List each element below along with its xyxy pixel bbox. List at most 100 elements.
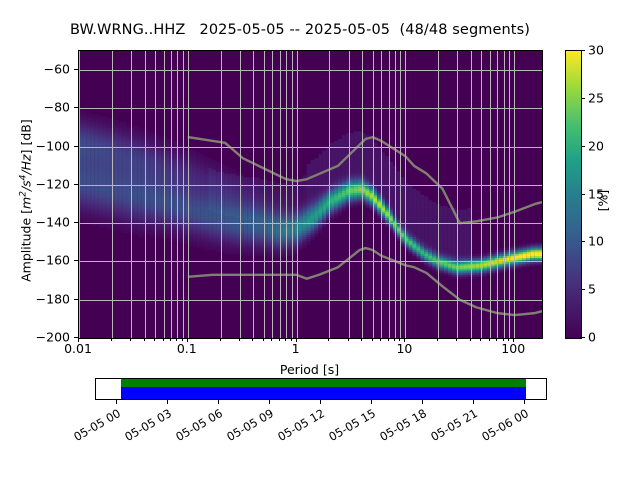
ppsd-cell [263,211,268,214]
ppsd-cell [345,161,350,165]
ppsd-cell [432,261,437,264]
ppsd-cell [149,175,154,178]
ppsd-cell [349,140,354,144]
ppsd-cell [286,217,291,220]
ppsd-cell [330,184,335,188]
ppsd-cell [79,119,83,123]
gridline-horizontal [79,146,542,148]
ppsd-cell [334,181,338,184]
ppsd-cell [365,135,370,138]
ppsd-cell [196,230,201,234]
ppsd-cell [82,160,87,163]
ppsd-cell [130,215,134,218]
ppsd-cell [157,156,162,159]
ppsd-cell [298,184,303,188]
ppsd-cell [467,227,472,230]
ppsd-cell [365,183,370,186]
ppsd-cell [420,246,425,249]
ppsd-cell [118,131,123,134]
ppsd-cell [133,150,138,153]
ppsd-cell [275,186,280,190]
ppsd-cell [318,227,323,230]
ppsd-cell [94,215,99,218]
ppsd-cell [400,244,405,247]
ppsd-cell [459,232,464,236]
ppsd-cell [122,221,127,224]
ppsd-cell [255,192,260,195]
ppsd-cell [353,131,358,134]
ppsd-cell [94,125,99,128]
ppsd-cell [255,248,260,251]
ppsd-cell [145,160,150,163]
ppsd-cell [286,192,291,195]
ppsd-cell [184,190,189,193]
colorbar[interactable] [565,50,582,339]
ppsd-cell [447,246,452,249]
ppsd-cell [90,121,95,125]
ppsd-cell [310,227,315,230]
ppsd-cell [326,181,331,184]
ppsd-cell [349,142,354,146]
ppsd-cell [157,188,162,192]
ppsd-cell [94,190,99,193]
ppsd-cell [314,177,319,180]
ppsd-cell [188,188,193,192]
ppsd-cell [173,154,178,157]
ppsd-cell [118,181,123,184]
ppsd-cell [204,167,209,170]
ppsd-cell [157,190,162,193]
ppsd-cell [149,194,154,197]
ppsd-plot-area[interactable] [78,50,543,339]
ppsd-cell [94,152,99,155]
ppsd-cell [314,215,319,218]
ppsd-cell [412,223,417,226]
ppsd-cell [349,169,354,172]
ppsd-cell [86,186,91,190]
ppsd-cell [341,192,346,195]
ppsd-cell [239,186,244,190]
ppsd-cell [228,217,233,220]
ppsd-cell [487,265,491,268]
ppsd-cell [133,129,138,132]
ppsd-cell [286,242,291,245]
timeline-coverage-axes[interactable] [95,378,547,400]
ppsd-cell [224,181,229,184]
ppsd-cell [118,163,123,167]
ppsd-cell [326,177,331,180]
ppsd-cell [279,209,284,213]
ppsd-cell [341,165,346,169]
ppsd-cell [377,150,382,153]
ppsd-cell [365,163,370,167]
ppsd-cell [208,171,213,174]
ppsd-cell [494,271,499,274]
ppsd-cell [200,156,205,159]
ppsd-cell [400,236,405,239]
ppsd-cell [373,154,378,157]
ppsd-cell [322,215,327,218]
ppsd-cell [259,221,264,224]
ppsd-cell [420,232,425,236]
ppsd-cell [255,234,260,237]
ppsd-cell [498,255,503,258]
ppsd-cell [514,261,519,264]
ppsd-cell [345,146,350,149]
ppsd-cell [459,223,464,226]
ppsd-cell [381,215,386,218]
ppsd-cell [90,146,95,149]
ppsd-cell [243,184,248,188]
ppsd-cell [130,184,134,188]
ppsd-cell [161,161,166,165]
ppsd-cell [408,219,413,222]
ppsd-cell [302,242,307,245]
ppsd-cell [408,232,413,236]
ppsd-cell [463,274,468,278]
ppsd-cell [436,227,440,230]
ppsd-cell [82,194,87,197]
ppsd-cell [428,249,433,253]
ppsd-cell [334,163,338,167]
ppsd-cell [498,249,503,253]
ppsd-cell [102,190,107,193]
ppsd-cell [192,154,197,157]
ppsd-cell [290,200,295,203]
ppsd-cell [141,146,146,149]
